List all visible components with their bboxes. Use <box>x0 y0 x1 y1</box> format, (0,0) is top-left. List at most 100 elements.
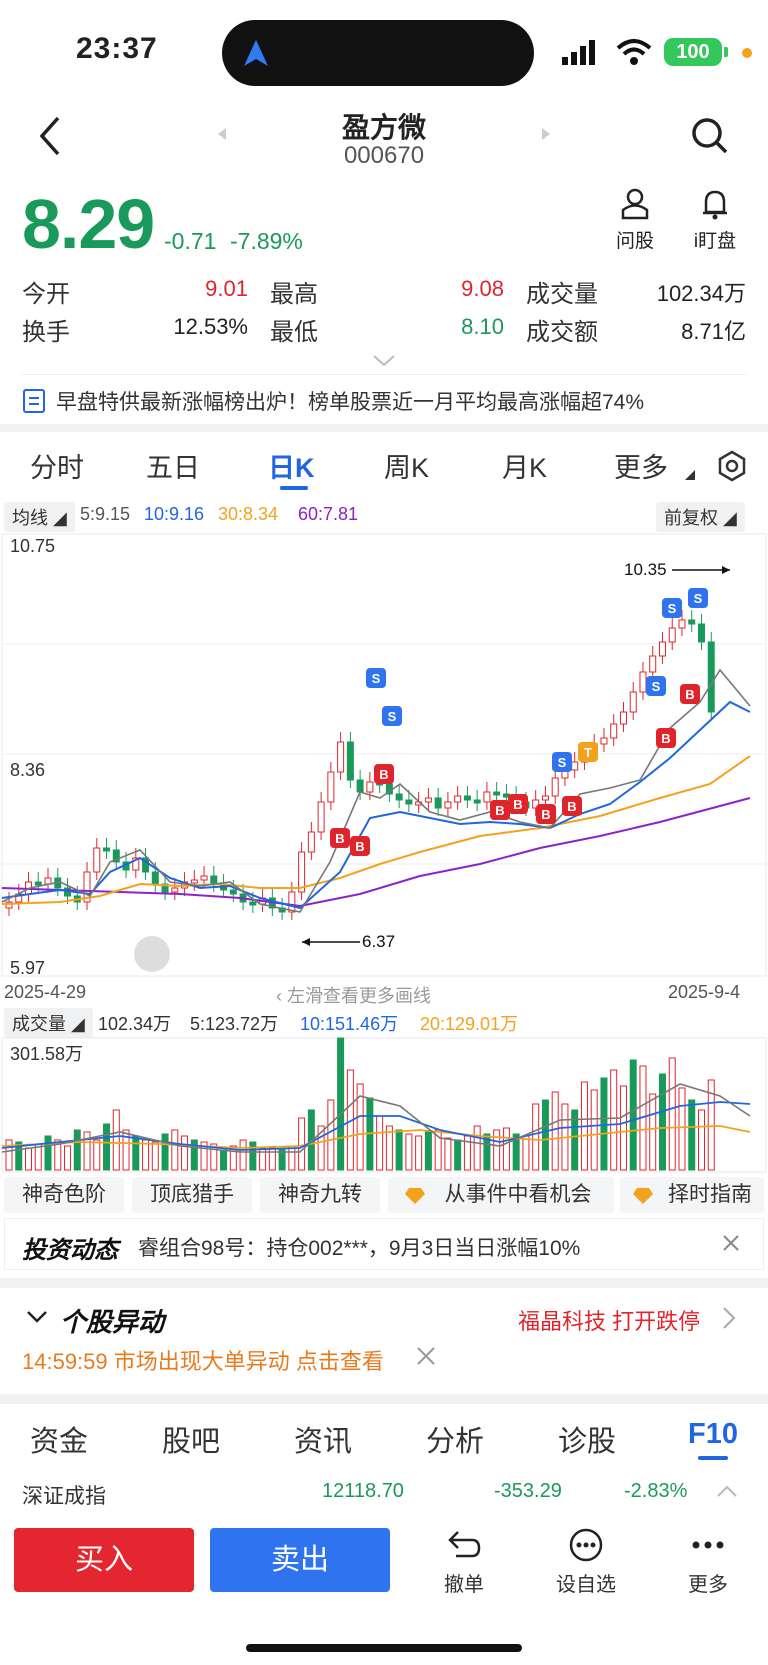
back-icon[interactable] <box>38 116 62 156</box>
sell-button[interactable]: 卖出 <box>210 1528 390 1592</box>
candle <box>668 627 676 643</box>
more-triangle-icon <box>685 470 695 480</box>
ma-selector[interactable]: 均线 ◢ <box>4 502 75 532</box>
adjust-selector[interactable]: 前复权 ◢ <box>656 502 745 532</box>
tab-more[interactable]: 更多 <box>614 453 668 483</box>
tab-five-day[interactable]: 五日 <box>146 453 200 483</box>
price-change-percent: -7.89% <box>230 228 303 254</box>
drawing-tool-icon[interactable] <box>134 936 170 972</box>
candle <box>307 831 315 853</box>
divider <box>22 374 746 375</box>
dismiss-icon[interactable] <box>416 1346 436 1366</box>
svg-text:S: S <box>372 671 381 686</box>
document-icon <box>23 389 45 413</box>
svg-text:B: B <box>661 731 670 746</box>
add-watchlist-button[interactable]: 设自选 <box>546 1528 626 1597</box>
buy-signal-marker: B <box>680 684 700 704</box>
price-axis-bottom: 5.97 <box>10 958 46 978</box>
vol-ma20-line <box>1 1125 751 1149</box>
prev-stock-icon[interactable] <box>216 126 228 142</box>
feature-color-scale[interactable]: 神奇色阶 <box>4 1177 124 1213</box>
volume-bar <box>697 1109 705 1171</box>
vol-ma5-line <box>1 1083 751 1153</box>
volume-bar <box>405 1133 413 1171</box>
ma30-value: 30:8.34 <box>218 504 279 524</box>
volume-selector[interactable]: 成交量 ◢ <box>4 1008 93 1038</box>
svg-text:T: T <box>584 745 592 760</box>
tab-daily-k[interactable]: 日K <box>268 453 315 483</box>
ma10-value: 10:9.16 <box>144 504 205 524</box>
tab-forum[interactable]: 股吧 <box>162 1426 221 1458</box>
battery-indicator: 100 <box>664 38 722 66</box>
buy-button[interactable]: 买入 <box>14 1528 194 1592</box>
volume-bar <box>220 1149 228 1171</box>
candle <box>405 799 413 805</box>
chevron-right-icon[interactable] <box>722 1306 736 1330</box>
tab-f10[interactable]: F10 <box>688 1418 738 1450</box>
next-stock-icon[interactable] <box>540 126 552 142</box>
volume-bar <box>678 1087 686 1171</box>
low-arrowhead <box>302 938 310 946</box>
buy-signal-marker: B <box>536 804 556 824</box>
watch-market-button[interactable]: i盯盘 <box>680 188 750 253</box>
candle <box>454 795 462 803</box>
tab-diagnosis[interactable]: 诊股 <box>558 1426 617 1458</box>
vol-ma20-value: 20:129.01万 <box>420 1014 519 1034</box>
ask-stock-label: 问股 <box>615 231 654 252</box>
feature-nine-turn[interactable]: 神奇九转 <box>260 1177 380 1213</box>
more-dots-icon <box>692 1541 724 1549</box>
search-icon[interactable] <box>690 116 730 156</box>
sell-signal-marker: S <box>662 598 682 618</box>
notice-banner[interactable]: 早盘特供最新涨幅榜出炉！榜单股票近一月平均最高涨幅超74% <box>56 391 645 414</box>
abnormal-detail[interactable]: 14:59:59 市场出现大单异动 点击查看 <box>22 1349 384 1374</box>
ask-stock-button[interactable]: 问股 <box>600 188 670 253</box>
candle <box>697 623 705 643</box>
low-label: 6.37 <box>362 932 396 951</box>
volume-bar <box>181 1135 189 1171</box>
expand-chevron-icon[interactable] <box>372 354 396 368</box>
tab-monthly-k[interactable]: 月K <box>502 453 548 483</box>
stat-value-low: 8.10 <box>461 314 504 339</box>
stat-label-low: 最低 <box>270 319 318 346</box>
candle <box>619 711 627 725</box>
candle <box>249 901 257 906</box>
feature-timing-guide[interactable]: 择时指南 <box>620 1177 764 1213</box>
svg-text:B: B <box>355 839 364 854</box>
tab-analysis[interactable]: 分析 <box>426 1426 485 1458</box>
tab-funds[interactable]: 资金 <box>30 1426 89 1458</box>
location-arrow-icon <box>244 40 268 66</box>
index-change: -353.29 <box>494 1480 562 1502</box>
volume-bar <box>668 1057 676 1171</box>
more-button[interactable]: 更多 <box>668 1528 748 1597</box>
feature-event-opportunity[interactable]: 从事件中看机会 <box>388 1177 614 1213</box>
collapse-chevron-icon[interactable] <box>26 1310 48 1324</box>
tab-weekly-k[interactable]: 周K <box>384 453 430 483</box>
sell-signal-marker: S <box>382 706 402 726</box>
cancel-order-button[interactable]: 撤单 <box>424 1528 504 1597</box>
volume-bar <box>493 1129 501 1171</box>
volume-bar <box>571 1109 579 1171</box>
close-icon[interactable] <box>722 1234 740 1252</box>
stat-value-open: 9.01 <box>205 276 248 301</box>
investment-news-banner[interactable] <box>4 1218 764 1270</box>
feature-top-bottom[interactable]: 顶底猎手 <box>132 1177 252 1213</box>
volume-bar <box>249 1141 257 1171</box>
settings-icon[interactable] <box>716 450 748 482</box>
tab-intraday[interactable]: 分时 <box>30 453 84 483</box>
stat-label-open: 今开 <box>22 281 70 308</box>
collapse-up-icon[interactable] <box>716 1484 738 1498</box>
volume-bar <box>688 1099 696 1171</box>
tab-news[interactable]: 资讯 <box>294 1426 353 1458</box>
candle <box>571 761 579 771</box>
volume-axis-top: 301.58万 <box>10 1044 84 1064</box>
volume-bar <box>424 1131 432 1171</box>
volume-bar <box>268 1147 276 1171</box>
active-tab-indicator <box>280 486 308 490</box>
bell-icon <box>703 190 727 220</box>
candle <box>493 791 501 796</box>
volume-bar <box>103 1123 111 1171</box>
svg-text:B: B <box>541 807 550 822</box>
abnormal-link[interactable]: 福晶科技 打开跌停 <box>518 1309 701 1334</box>
volume-chart[interactable] <box>0 1036 768 1174</box>
